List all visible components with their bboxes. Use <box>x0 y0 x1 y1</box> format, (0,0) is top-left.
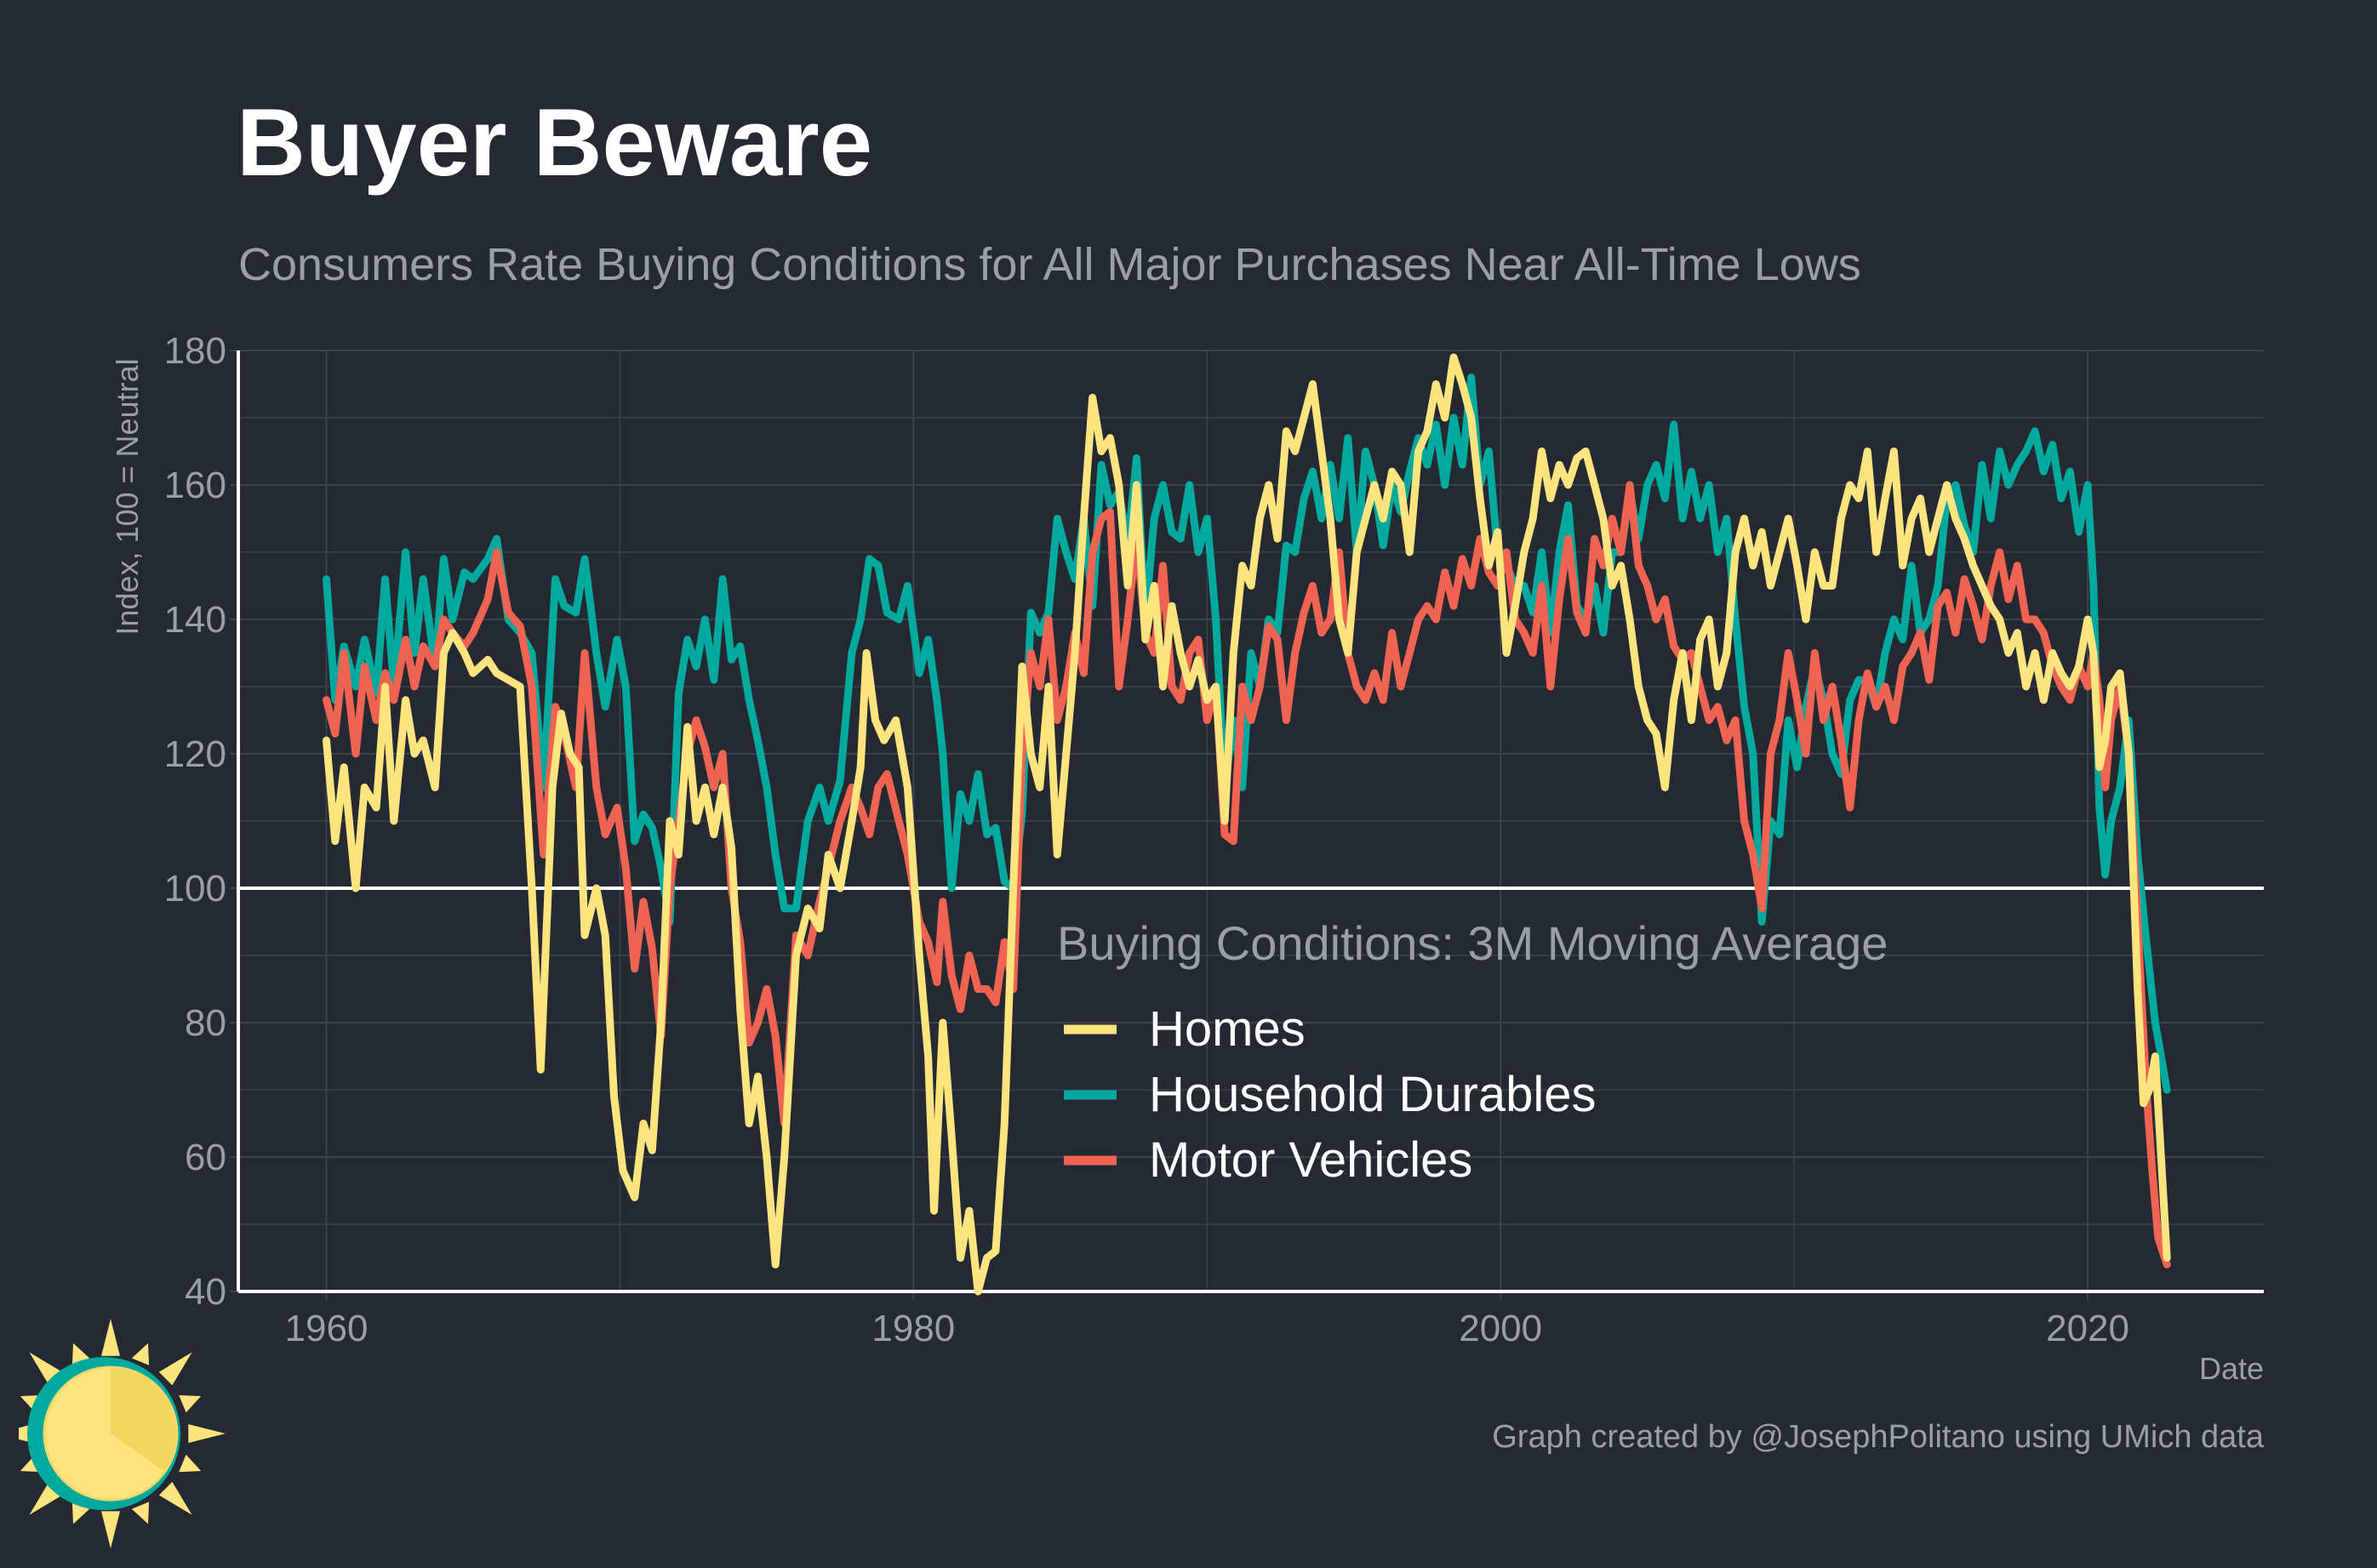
y-tick-label: 100 <box>164 868 226 909</box>
legend-label-homes: Homes <box>1149 1001 1306 1057</box>
sun-ray <box>158 1352 192 1386</box>
y-tick-label: 120 <box>164 733 226 775</box>
sun-ray <box>179 1454 202 1473</box>
legend-title: Buying Conditions: 3M Moving Average <box>1057 916 1888 970</box>
x-axis-label: Date <box>2198 1351 2264 1386</box>
sun-ray <box>131 1502 150 1525</box>
sun-ray <box>101 1319 120 1356</box>
series-lines <box>323 353 2171 1296</box>
x-axis-ticks: 1960 1980 2000 2020 <box>285 1291 2129 1349</box>
sun-ray <box>131 1343 150 1366</box>
x-tick-label: 1960 <box>285 1308 369 1349</box>
sun-ray <box>188 1424 226 1443</box>
sun-ray <box>179 1394 202 1413</box>
series-line-homes <box>323 353 2171 1296</box>
source-caption: Graph created by @JosephPolitano using U… <box>1492 1419 2264 1455</box>
y-tick-label: 180 <box>164 330 226 372</box>
sun-logo-icon <box>19 1319 226 1548</box>
y-tick-label: 140 <box>164 599 226 641</box>
y-tick-label: 60 <box>185 1137 226 1178</box>
chart-title: Buyer Beware <box>237 89 873 196</box>
x-tick-label: 2000 <box>1459 1308 1542 1349</box>
x-tick-label: 1980 <box>871 1308 955 1349</box>
chart-subtitle: Consumers Rate Buying Conditions for All… <box>238 239 1861 290</box>
y-tick-label: 40 <box>185 1271 226 1313</box>
legend-label-motor-vehicles: Motor Vehicles <box>1149 1132 1472 1188</box>
sun-ray <box>101 1511 120 1548</box>
x-tick-label: 2020 <box>2046 1308 2129 1349</box>
legend: Buying Conditions: 3M Moving Average Hom… <box>1057 916 1888 1188</box>
sun-ray <box>158 1481 192 1515</box>
y-tick-label: 160 <box>164 465 226 506</box>
y-axis-ticks: 40 60 80 100 120 140 160 180 <box>164 330 238 1313</box>
legend-label-household-durables: Household Durables <box>1149 1067 1597 1122</box>
y-tick-label: 80 <box>185 1002 226 1044</box>
